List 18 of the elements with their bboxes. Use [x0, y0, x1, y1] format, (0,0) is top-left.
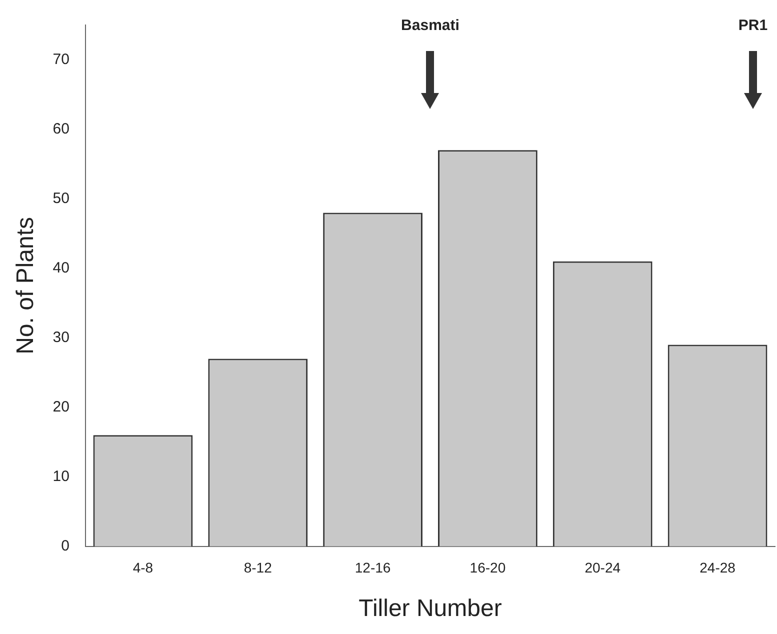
x-tick-label: 20-24	[584, 560, 621, 576]
y-tick-label: 60	[52, 120, 70, 138]
annotation: PR1	[737, 17, 769, 34]
y-tick-label: 20	[52, 398, 70, 416]
y-tick-label: 30	[52, 328, 70, 346]
y-tick-label: 10	[52, 468, 70, 486]
annotation: Basmati	[400, 17, 460, 34]
y-tick-label: 40	[52, 259, 70, 276]
x-tick-label: 24-28	[700, 560, 736, 576]
x-tick-label: 4-8	[132, 560, 154, 576]
y-tick-label: 50	[52, 190, 70, 207]
x-tick-label: 8-12	[244, 560, 272, 576]
y-tick-label: 0	[61, 538, 70, 555]
y-axis-title: No. of Plants	[12, 216, 40, 354]
x-tick-label: 12-16	[354, 560, 391, 576]
x-tick-label: 16-20	[470, 560, 506, 576]
x-axis-title: Tiller Number	[358, 595, 502, 622]
y-tick-label: 70	[52, 50, 70, 68]
